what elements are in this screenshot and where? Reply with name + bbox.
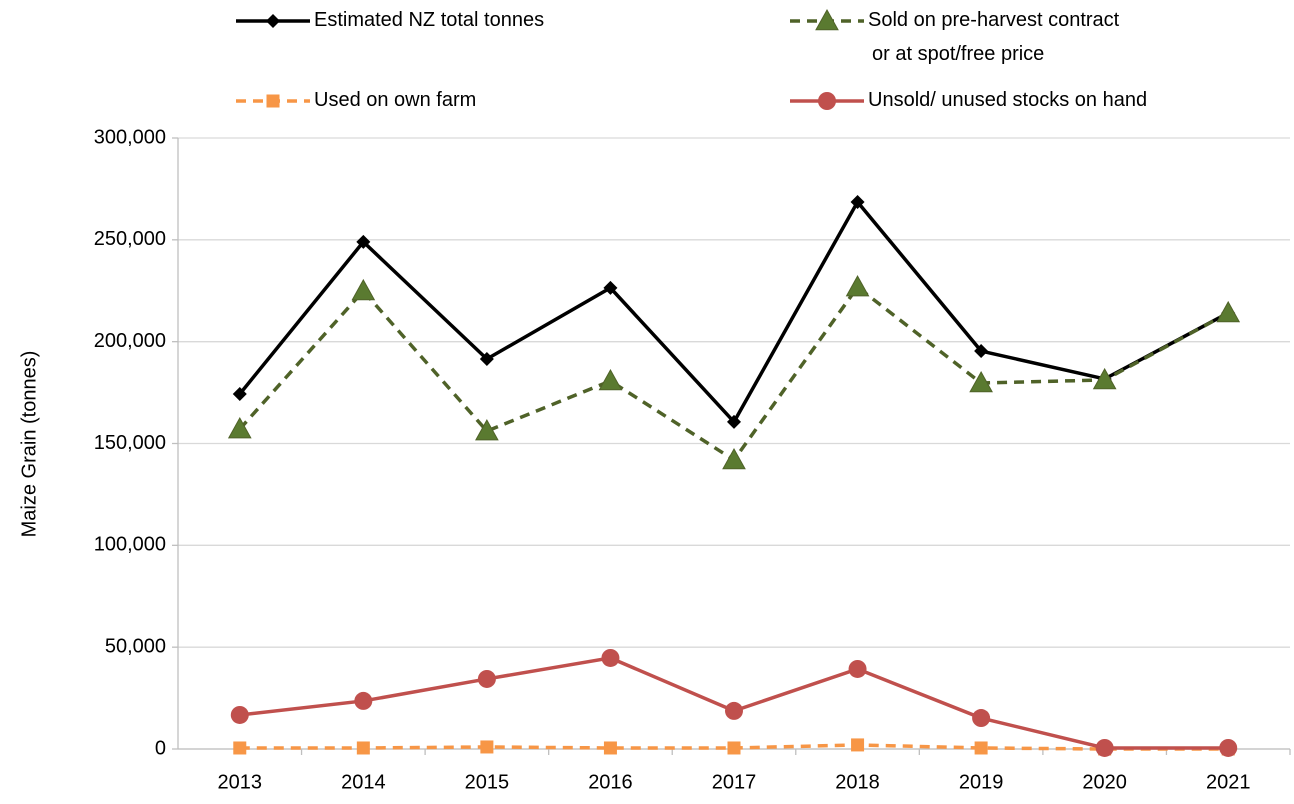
marker bbox=[601, 648, 620, 667]
marker bbox=[850, 194, 865, 209]
x-tick-label: 2019 bbox=[959, 771, 1004, 793]
marker bbox=[266, 94, 280, 108]
marker bbox=[1216, 300, 1241, 323]
x-tick-label: 2013 bbox=[218, 771, 263, 793]
y-tick-label: 0 bbox=[155, 737, 166, 759]
marker bbox=[475, 419, 499, 441]
series-line bbox=[238, 198, 1230, 425]
marker bbox=[603, 741, 617, 755]
marker bbox=[972, 709, 991, 728]
marker bbox=[974, 344, 989, 359]
marker bbox=[354, 691, 373, 710]
marker bbox=[356, 234, 371, 249]
marker bbox=[848, 659, 867, 678]
marker bbox=[725, 701, 743, 720]
x-tick-label: 2015 bbox=[465, 771, 510, 793]
marker bbox=[722, 447, 746, 470]
marker bbox=[1095, 738, 1114, 757]
marker bbox=[232, 387, 247, 402]
y-tick-label: 300,000 bbox=[94, 126, 166, 148]
marker bbox=[233, 741, 247, 755]
legend-label: Sold on pre-harvest contract or at spot/f… bbox=[868, 9, 1120, 65]
x-tick-label: 2014 bbox=[341, 771, 386, 793]
marker bbox=[477, 669, 496, 688]
marker bbox=[818, 92, 836, 110]
y-tick-label: 50,000 bbox=[105, 635, 166, 657]
marker bbox=[266, 14, 280, 28]
x-tick-label: 2020 bbox=[1082, 771, 1127, 793]
x-tick-label: 2018 bbox=[835, 771, 880, 793]
marker bbox=[480, 740, 494, 754]
y-tick-label: 150,000 bbox=[94, 432, 166, 454]
marker bbox=[230, 705, 249, 724]
marker bbox=[598, 368, 623, 391]
x-tick-label: 2017 bbox=[712, 771, 757, 793]
marker bbox=[356, 741, 370, 755]
y-tick-label: 100,000 bbox=[94, 534, 166, 556]
marker bbox=[603, 280, 618, 295]
marker bbox=[1092, 367, 1117, 390]
legend-label: Estimated NZ total tonnes bbox=[314, 9, 544, 31]
marker bbox=[815, 8, 839, 31]
y-tick-label: 200,000 bbox=[94, 330, 166, 352]
marker bbox=[727, 741, 741, 755]
marker bbox=[974, 741, 988, 755]
marker bbox=[851, 738, 865, 752]
marker bbox=[845, 275, 870, 297]
marker bbox=[227, 417, 252, 439]
legend-label: Used on own farm bbox=[314, 89, 476, 111]
x-tick-label: 2016 bbox=[588, 771, 633, 793]
legend-label: Unsold/ unused stocks on hand bbox=[868, 89, 1147, 111]
marker bbox=[479, 351, 494, 366]
marker bbox=[1219, 738, 1238, 757]
y-axis-label: Maize Grain (tonnes) bbox=[18, 351, 40, 538]
x-tick-label: 2021 bbox=[1206, 771, 1251, 793]
marker bbox=[969, 370, 993, 393]
marker bbox=[727, 414, 741, 429]
y-tick-label: 250,000 bbox=[94, 228, 166, 250]
marker bbox=[351, 278, 376, 301]
